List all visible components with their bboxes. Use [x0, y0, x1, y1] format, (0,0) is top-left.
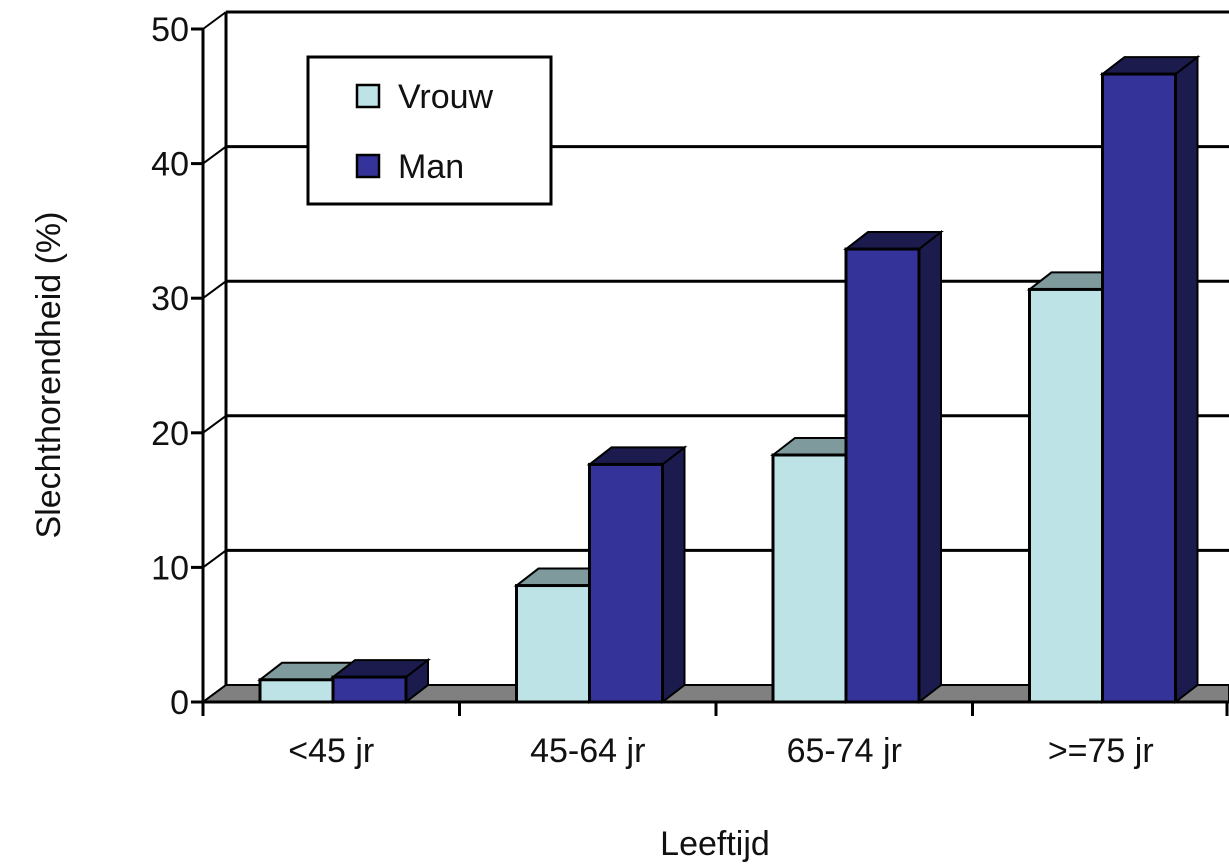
legend-swatch-vrouw	[355, 83, 381, 109]
legend-label-man: Man	[398, 148, 464, 186]
bar-front	[331, 675, 408, 704]
side-wall-line	[202, 414, 227, 434]
legend-swatch-man	[355, 153, 381, 179]
bar-side	[918, 230, 942, 705]
y-tick-label: 40	[151, 146, 189, 184]
legend: Vrouw Man	[306, 55, 553, 206]
bar-front	[515, 584, 591, 704]
side-wall-line	[202, 549, 227, 569]
y-tick-label: 30	[151, 280, 189, 318]
x-tick-labels: <45 jr 45-64 jr 65-74 jr >=75 jr	[288, 702, 1229, 770]
y-tick-label: 0	[170, 684, 189, 722]
x-tick-label: 45-64 jr	[530, 732, 645, 770]
y-tick-labels: 0 10 20 30 40 50	[151, 11, 203, 722]
y-axis-title: Slechthorendheid (%)	[30, 212, 68, 539]
x-axis-title: Leeftijd	[660, 825, 770, 863]
x-tick-label: <45 jr	[288, 732, 374, 770]
bar-side	[1174, 55, 1199, 705]
y-tick-label: 10	[151, 549, 189, 587]
bar-front	[258, 678, 335, 704]
bar-front	[844, 247, 921, 704]
bar	[586, 445, 688, 705]
x-tick-label: >=75 jr	[1048, 732, 1154, 770]
bar-front	[771, 453, 848, 704]
side-wall-line	[202, 11, 227, 30]
bars	[257, 55, 1201, 705]
y-tick-label: 20	[151, 415, 189, 453]
side-wall-line	[202, 145, 227, 165]
gridlines	[202, 10, 1229, 703]
bar-front	[1028, 287, 1104, 704]
bar-side	[661, 445, 686, 705]
y-tick-label: 50	[151, 11, 189, 49]
bar	[1099, 55, 1201, 705]
bar	[330, 658, 431, 705]
x-tick-label: 65-74 jr	[787, 732, 902, 770]
bar-front	[1101, 72, 1177, 704]
legend-box	[306, 55, 553, 206]
bar	[843, 230, 944, 705]
bar-front	[588, 462, 664, 704]
legend-label-vrouw: Vrouw	[398, 78, 494, 116]
side-wall-line	[202, 280, 227, 300]
